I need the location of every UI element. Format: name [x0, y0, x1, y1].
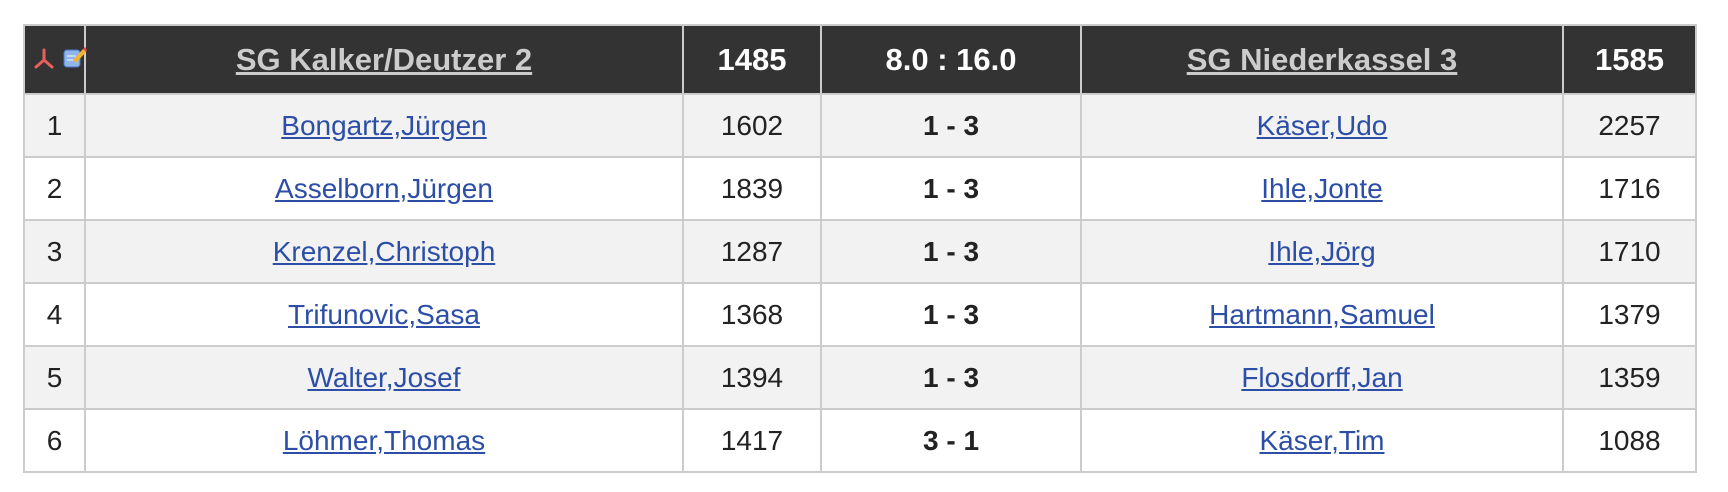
home-player-rating: 1417	[682, 408, 822, 473]
home-player-link[interactable]: Trifunovic,Sasa	[288, 298, 480, 330]
home-player-link[interactable]: Walter,Josef	[307, 361, 461, 393]
away-player-link[interactable]: Ihle,Jonte	[1261, 172, 1383, 204]
board-number: 3	[23, 219, 86, 284]
table-row: 1 Bongartz,Jürgen 1602 1 - 3 Käser,Udo 2…	[23, 93, 1697, 158]
away-player-cell: Käser,Tim	[1080, 408, 1564, 473]
board-result: 1 - 3	[820, 282, 1082, 347]
away-player-cell: Ihle,Jörg	[1080, 219, 1564, 284]
away-player-link[interactable]: Flosdorff,Jan	[1241, 361, 1403, 393]
board-number: 5	[23, 345, 86, 410]
away-team-header: SG Niederkassel 3	[1080, 24, 1564, 95]
board-result: 1 - 3	[820, 156, 1082, 221]
board-number: 2	[23, 156, 86, 221]
board-result: 1 - 3	[820, 219, 1082, 284]
home-player-rating: 1839	[682, 156, 822, 221]
header-row: SG Kalker/Deutzer 2 1485 8.0 : 16.0 SG N…	[23, 24, 1697, 95]
home-player-link[interactable]: Krenzel,Christoph	[272, 235, 496, 267]
home-player-cell: Walter,Josef	[84, 345, 684, 410]
away-player-rating: 1710	[1562, 219, 1697, 284]
board-result: 1 - 3	[820, 93, 1082, 158]
away-player-link[interactable]: Käser,Tim	[1259, 424, 1385, 456]
home-player-cell: Löhmer,Thomas	[84, 408, 684, 473]
home-player-rating: 1368	[682, 282, 822, 347]
home-avg-rating: 1485	[682, 24, 822, 95]
home-team-link[interactable]: SG Kalker/Deutzer 2	[235, 41, 533, 77]
match-table: SG Kalker/Deutzer 2 1485 8.0 : 16.0 SG N…	[23, 24, 1697, 473]
home-player-cell: Krenzel,Christoph	[84, 219, 684, 284]
home-player-cell: Asselborn,Jürgen	[84, 156, 684, 221]
away-player-link[interactable]: Käser,Udo	[1256, 109, 1388, 141]
away-player-rating: 1379	[1562, 282, 1697, 347]
pdf-icon[interactable]	[33, 42, 55, 78]
match-score: 8.0 : 16.0	[820, 24, 1082, 95]
away-player-rating: 1088	[1562, 408, 1697, 473]
board-result: 3 - 1	[820, 408, 1082, 473]
board-number: 1	[23, 93, 86, 158]
away-team-link[interactable]: SG Niederkassel 3	[1186, 41, 1458, 77]
away-avg-rating: 1585	[1562, 24, 1697, 95]
home-team-header: SG Kalker/Deutzer 2	[84, 24, 684, 95]
away-player-rating: 1716	[1562, 156, 1697, 221]
home-player-link[interactable]: Löhmer,Thomas	[282, 424, 486, 456]
home-player-cell: Bongartz,Jürgen	[84, 93, 684, 158]
away-player-rating: 2257	[1562, 93, 1697, 158]
home-player-link[interactable]: Bongartz,Jürgen	[281, 109, 487, 141]
away-player-link[interactable]: Ihle,Jörg	[1268, 235, 1376, 267]
edit-icon[interactable]	[61, 42, 87, 78]
table-row: 4 Trifunovic,Sasa 1368 1 - 3 Hartmann,Sa…	[23, 282, 1697, 347]
away-player-rating: 1359	[1562, 345, 1697, 410]
icon-cell	[23, 24, 87, 95]
away-player-link[interactable]: Hartmann,Samuel	[1209, 298, 1435, 330]
board-result: 1 - 3	[820, 345, 1082, 410]
table-row: 2 Asselborn,Jürgen 1839 1 - 3 Ihle,Jonte…	[23, 156, 1697, 221]
away-player-cell: Käser,Udo	[1080, 93, 1564, 158]
table-row: 5 Walter,Josef 1394 1 - 3 Flosdorff,Jan …	[23, 345, 1697, 410]
table-row: 3 Krenzel,Christoph 1287 1 - 3 Ihle,Jörg…	[23, 219, 1697, 284]
home-player-cell: Trifunovic,Sasa	[84, 282, 684, 347]
away-player-cell: Ihle,Jonte	[1080, 156, 1564, 221]
home-player-rating: 1287	[682, 219, 822, 284]
board-number: 6	[23, 408, 86, 473]
table-row: 6 Löhmer,Thomas 1417 3 - 1 Käser,Tim 108…	[23, 408, 1697, 473]
board-number: 4	[23, 282, 86, 347]
home-player-link[interactable]: Asselborn,Jürgen	[275, 172, 493, 204]
away-player-cell: Flosdorff,Jan	[1080, 345, 1564, 410]
home-player-rating: 1602	[682, 93, 822, 158]
away-player-cell: Hartmann,Samuel	[1080, 282, 1564, 347]
home-player-rating: 1394	[682, 345, 822, 410]
